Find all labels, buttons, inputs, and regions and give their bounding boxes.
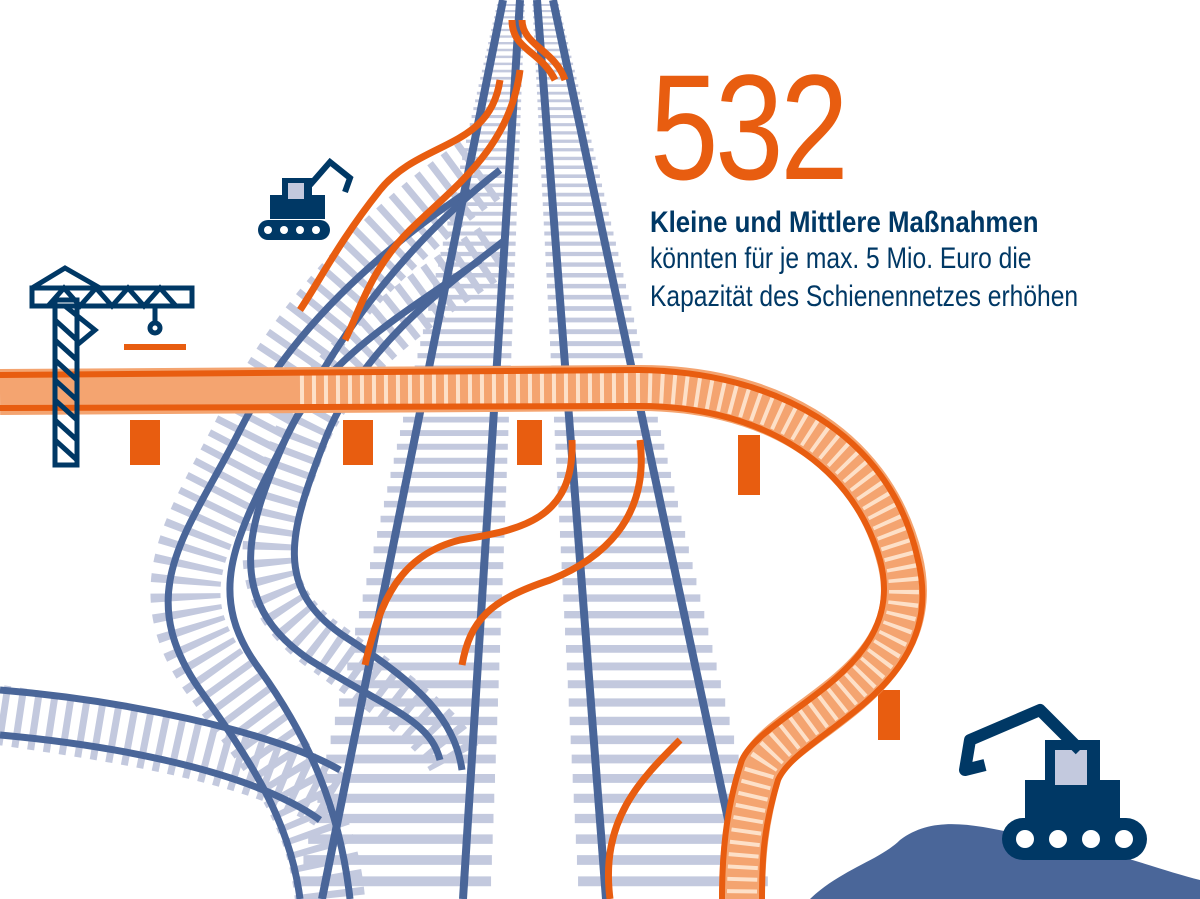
new-switch-rails	[297, 19, 683, 899]
headline-block: 532 Kleine und Mittlere Maßnahmen könnte…	[650, 52, 1172, 316]
excavator-icon	[959, 704, 1147, 860]
bridge-pillars	[130, 420, 900, 740]
headline-title: Kleine und Mittlere Maßnahmen	[650, 206, 1039, 239]
branch-rails	[0, 167, 508, 899]
headline-number: 532	[650, 43, 849, 211]
crane-icon	[29, 265, 195, 468]
excavator-icon	[258, 157, 354, 240]
hill-icon	[810, 824, 1200, 899]
bridge	[0, 364, 927, 899]
headline-line-1: könnten für je max. 5 Mio. Euro die	[650, 242, 1032, 275]
main-rails	[318, 0, 749, 899]
headline-line-2: Kapazität des Schienennetzes erhöhen	[650, 280, 1079, 313]
